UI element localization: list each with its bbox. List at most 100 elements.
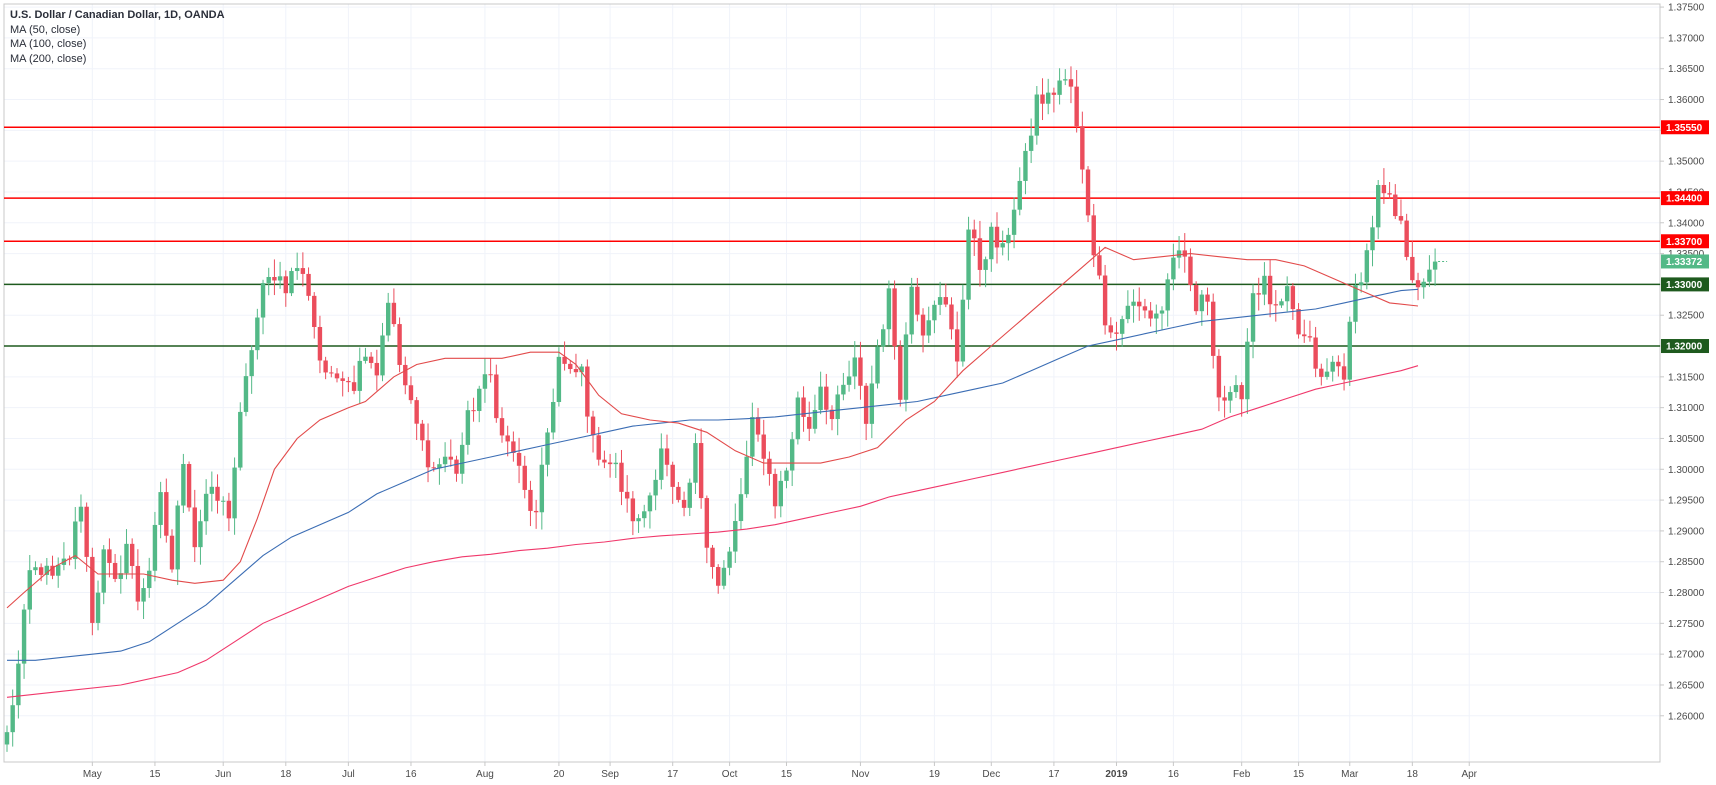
candle-body	[881, 329, 886, 347]
candle-body	[727, 551, 732, 568]
candle-body	[852, 357, 857, 377]
candle-bear	[761, 419, 766, 476]
candle-body	[1245, 341, 1250, 400]
x-tick-label: 18	[1407, 769, 1419, 780]
x-tick-label: Nov	[852, 769, 870, 780]
candle-body	[972, 229, 977, 239]
candle-bull	[1432, 248, 1438, 286]
candle-bull	[642, 504, 647, 528]
candle-bear	[1415, 272, 1421, 301]
candle-bear	[431, 461, 436, 472]
candle-body	[539, 464, 545, 513]
candle-bear	[977, 220, 983, 287]
candle-body	[994, 226, 1000, 248]
candle-body	[932, 304, 937, 321]
candle-bull	[27, 555, 32, 624]
candle-body	[966, 229, 971, 300]
y-tick-label: 1.28000	[1668, 588, 1705, 599]
candle-body	[107, 549, 112, 563]
candle-bear	[630, 491, 636, 536]
candle-body	[1188, 256, 1193, 286]
candle-bull	[579, 363, 584, 387]
candle-body	[710, 547, 715, 568]
candle-body	[698, 443, 704, 499]
candle-body	[1313, 337, 1318, 369]
candle-body	[533, 510, 539, 513]
candle-bear	[374, 349, 380, 391]
candle-body	[556, 356, 562, 403]
candle-body	[886, 288, 892, 330]
candle-body	[516, 452, 522, 466]
y-tick-label: 1.29500	[1668, 496, 1705, 507]
candle-bull	[1233, 375, 1239, 398]
candle-body	[579, 366, 584, 373]
candle-bull	[738, 478, 744, 530]
candle-bear	[568, 360, 573, 374]
candle-body	[664, 448, 670, 465]
candle-bear	[698, 428, 704, 509]
candle-bear	[1239, 382, 1244, 417]
candle-bear	[573, 353, 579, 378]
candle-body	[545, 432, 550, 465]
candle-body	[1034, 94, 1040, 136]
candle-bull	[875, 339, 880, 389]
candle-body	[1370, 227, 1375, 251]
candle-body	[1137, 301, 1142, 307]
candle-bear	[624, 475, 630, 513]
candle-body	[1085, 169, 1091, 216]
candle-body	[1165, 279, 1170, 311]
candle-body	[346, 380, 351, 383]
candle-body	[568, 363, 573, 370]
candle-bull	[1171, 243, 1176, 291]
candle-body	[841, 384, 846, 395]
x-tick-label: Oct	[722, 769, 738, 780]
resistance-badge: 1.33700	[1661, 234, 1709, 249]
candle-bear	[1410, 240, 1415, 283]
candle-body	[135, 565, 141, 602]
candle-bull	[795, 391, 801, 445]
candle-body	[38, 567, 44, 575]
candle-bull	[812, 394, 818, 434]
candle-body	[73, 521, 78, 560]
candle-body	[272, 276, 277, 281]
candle-body	[1228, 392, 1233, 401]
candle-bull	[721, 560, 727, 590]
y-tick-label: 1.32500	[1668, 311, 1705, 322]
candle-bull	[937, 281, 943, 316]
candle-body	[1393, 194, 1398, 217]
candle-bull	[477, 385, 482, 423]
candle-body	[869, 383, 875, 424]
candle-bear	[704, 495, 710, 564]
candle-body	[1142, 306, 1148, 311]
resistance-badge-bg	[1661, 120, 1709, 135]
candle-body	[1387, 193, 1392, 195]
candle-body	[801, 397, 806, 417]
candle-body	[403, 364, 408, 386]
candle-body	[1284, 286, 1290, 302]
resistance-badge-bg	[1661, 234, 1709, 249]
candle-bear	[767, 451, 772, 486]
candle-body	[977, 238, 983, 270]
candle-bear	[397, 317, 402, 373]
candle-body	[1046, 92, 1051, 104]
candle-bear	[346, 376, 351, 393]
candle-body	[357, 360, 362, 391]
candle-body	[147, 570, 152, 589]
candle-bull	[846, 360, 852, 392]
candle-body	[1302, 334, 1307, 337]
candle-bear	[414, 396, 419, 441]
candle-bull	[152, 511, 158, 582]
candle-body	[477, 388, 482, 412]
candle-bull	[221, 496, 226, 516]
candle-body	[1006, 234, 1011, 244]
candle-body	[1108, 325, 1113, 333]
x-axis: May 15 Jun 18 Jul 16 Aug 20 Sep 17 Oct 15 Nov 19 Dec 17…	[83, 762, 1478, 780]
candle-body	[4, 732, 10, 745]
candle-body	[266, 276, 271, 284]
candle-body	[818, 386, 823, 411]
candle-body	[920, 314, 926, 336]
candle-body	[1051, 92, 1057, 95]
candle-bull	[380, 322, 385, 382]
